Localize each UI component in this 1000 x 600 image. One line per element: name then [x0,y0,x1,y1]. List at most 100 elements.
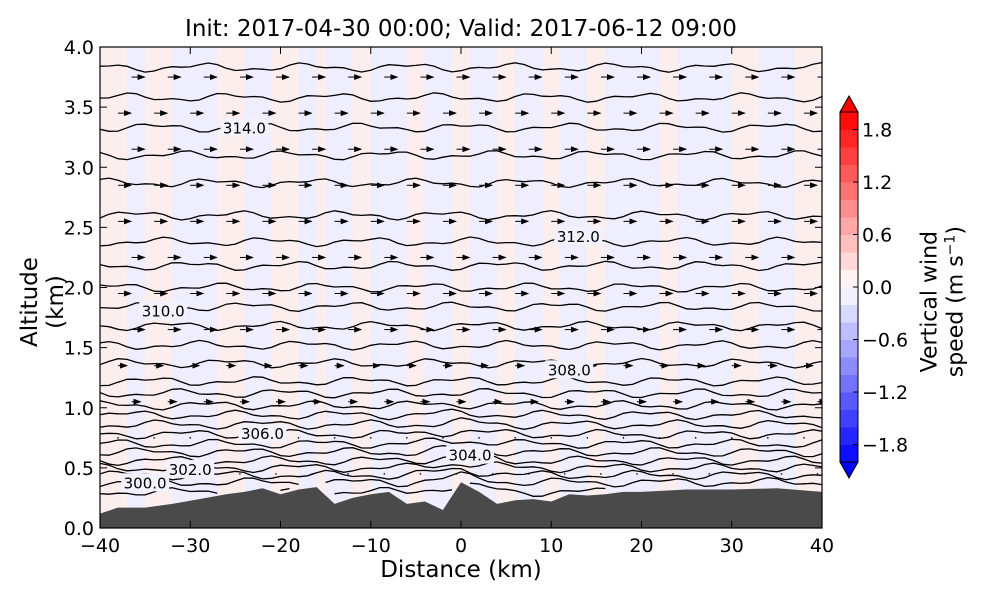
contour-line [100,388,822,399]
wind-vectors [117,74,822,475]
contour-label: 306.0 [241,425,284,443]
colorbar-segment [840,269,858,288]
colorbar-tick-label: −1.8 [862,435,908,457]
colorbar-segment [840,427,858,445]
y-tick-label: 3.5 [64,97,94,119]
updraft-band [587,47,606,528]
contour-label-bg [139,301,188,320]
x-tick-label: 20 [629,535,653,557]
wind-vector [333,437,336,439]
colorbar-extend-min [839,461,859,480]
contour-label: 300.0 [124,474,167,492]
colorbar: 1.8 1.2 0.6 0.0 −0.6 −1.2 −1.8 [839,94,908,480]
colorbar-segment [840,392,858,410]
x-tick-label: −10 [351,535,391,557]
y-tick-label: 1.5 [64,338,94,360]
colorbar-segment [840,322,858,340]
y-axis: 0.0 0.5 1.0 1.5 2.0 2.5 3.0 3.5 4.0 [64,37,822,540]
x-tick-label: −40 [80,535,120,557]
wind-vector [803,437,805,439]
wind-vector [767,437,769,439]
updraft-band [497,47,516,528]
wind-vector [622,437,625,439]
colorbar-tick-label: 0.6 [862,225,892,247]
updraft-band [542,47,561,528]
contour-line [100,122,822,133]
contour-label: 312.0 [557,228,600,246]
colorbar-segment [840,444,858,463]
wind-vector [514,437,516,439]
x-tick-label: 30 [720,535,744,557]
updraft-band [316,47,326,528]
colorbar-tick-label: 0.0 [862,277,892,299]
colorbar-segment [840,129,858,148]
y-tick-label: 2.5 [64,217,94,239]
contour-line [100,320,822,332]
wind-vector [406,437,408,439]
colorbar-segment [840,304,858,323]
contour-line [100,61,822,73]
x-axis: −40 −30 −20 −10 0 10 20 30 40 [80,47,834,557]
wind-vector [478,437,480,439]
colorbar-label: Vertical wind speed (m s−1) [917,226,969,378]
x-tick-label: 40 [810,535,834,557]
updraft-band [406,47,425,528]
wind-vector [658,437,661,439]
contour-label: 304.0 [449,447,492,465]
contour-line [100,400,822,411]
contour-label: 302.0 [169,461,212,479]
wind-vector [189,437,192,439]
colorbar-segment [840,252,858,270]
wind-vector [455,473,458,475]
wind-vector [347,473,349,475]
x-tick-label: −30 [170,535,210,557]
contour-line [100,417,822,430]
colorbar-segment [840,374,858,393]
y-tick-label: 2.0 [64,278,94,300]
contour-label-bg [554,226,603,245]
contour-line [100,150,822,161]
colorbar-tick-label: 1.8 [862,120,892,142]
colorbar-segment [840,357,858,375]
x-tick-label: 0 [455,535,467,557]
colorbar-tick-label: 1.2 [862,172,892,194]
wind-vector [694,437,697,439]
wind-vector [744,473,747,475]
contour-label-bg [121,473,170,492]
y-tick-label: 1.0 [64,398,94,420]
wind-vector [275,473,277,475]
colorbar-segment [840,234,858,253]
contour-label: 310.0 [142,302,185,320]
contour-label-bg [238,424,287,443]
colorbar-segment [840,339,858,358]
wind-vector [117,437,119,439]
wind-vector [225,437,228,439]
contour-line [100,282,822,293]
contour-line [100,437,822,449]
contour-label-bg [545,360,594,379]
wind-vector [491,473,494,475]
wind-vector [586,437,589,439]
wind-vector [816,473,819,475]
wind-vector [672,473,674,475]
contour-label-bg [446,445,495,464]
wind-vector [708,473,710,475]
colorbar-tick-label: −0.6 [862,330,908,352]
x-tick-label: 10 [539,535,563,557]
wind-vector [297,437,300,439]
contour-line [100,428,822,440]
colorbar-segment [840,164,858,183]
y-tick-label: 0.0 [64,518,94,540]
colorbar-segment [840,147,858,165]
colorbar-extend-max [839,94,859,113]
wind-vector [730,437,733,439]
x-axis-label: Distance (km) [380,557,542,583]
contour-line [100,92,822,103]
colorbar-tick-label: −1.2 [862,382,908,404]
wind-vector [419,473,422,475]
wind-vector [527,473,530,475]
wind-vector [563,473,566,475]
y-tick-label: 3.0 [64,157,94,179]
